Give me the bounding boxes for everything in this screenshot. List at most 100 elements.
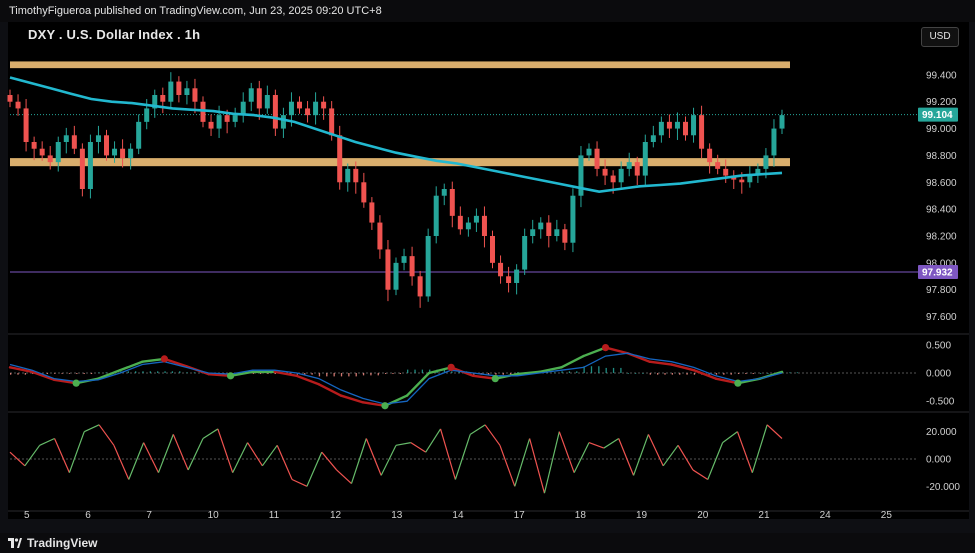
rsi-segment: [632, 434, 649, 476]
macd-histogram-bar: [451, 371, 453, 373]
rsi-segment: [722, 431, 738, 444]
rsi-segment: [410, 442, 427, 453]
macd-cross-dot: [447, 363, 455, 371]
macd-signal-segment: [317, 383, 343, 397]
x-axis-label: 13: [391, 510, 403, 521]
x-axis-label: 25: [881, 510, 893, 521]
chart-panel[interactable]: [8, 22, 911, 519]
macd-histogram-bar: [745, 373, 747, 375]
macd-histogram-bar: [502, 373, 504, 375]
macd-histogram-bar: [649, 373, 651, 375]
macd-cross-dot: [72, 379, 80, 387]
rsi-segment: [9, 451, 26, 467]
candle-body: [248, 88, 254, 102]
macd-histogram-bar: [517, 371, 519, 373]
rsi-segment: [113, 445, 130, 480]
macd-signal-segment: [163, 357, 188, 368]
macd-histogram-bar: [105, 372, 107, 374]
macd-histogram-bar: [311, 373, 313, 375]
rsi-segment: [39, 437, 55, 446]
rsi-segment: [291, 478, 308, 487]
macd-line: [9, 352, 783, 405]
rsi-segment: [499, 445, 516, 487]
rsi-segment: [425, 428, 442, 453]
macd-histogram-bar: [620, 367, 622, 373]
price-tick-label: 99.200: [926, 97, 957, 108]
rsi-segment: [395, 442, 411, 446]
rsi-segment: [83, 424, 100, 433]
macd-signal-segment: [472, 374, 497, 380]
macd-tick-label: -0.500: [926, 397, 955, 408]
rsi-segment: [618, 438, 635, 476]
macd-histogram-bar: [274, 373, 276, 375]
candle-body: [763, 155, 769, 169]
rsi-segment: [24, 444, 41, 467]
macd-histogram-bar: [627, 373, 629, 374]
macd-histogram-bar: [24, 373, 27, 375]
rsi-segment: [543, 431, 560, 494]
candle-body: [39, 148, 45, 156]
macd-histogram-bar: [377, 373, 379, 376]
candle-body: [747, 175, 753, 183]
level-price-tag: 97.932: [922, 267, 953, 278]
rsi-segment: [662, 444, 679, 467]
candle-body: [626, 162, 632, 169]
macd-signal-segment: [648, 360, 673, 366]
candle-body: [739, 179, 745, 183]
candle-body: [240, 101, 246, 116]
candle-body: [650, 135, 656, 142]
candle-body: [152, 95, 158, 109]
macd-histogram-bar: [421, 369, 424, 373]
rsi-segment: [350, 438, 367, 484]
macd-histogram-bar: [554, 372, 556, 374]
x-axis-label: 5: [24, 510, 30, 521]
candle-body: [417, 276, 423, 297]
macd-histogram-bar: [796, 372, 799, 374]
candle-body: [192, 88, 198, 102]
macd-signal-segment: [670, 363, 695, 372]
x-axis-label: 7: [146, 510, 152, 521]
macd-histogram-bar: [576, 371, 578, 373]
candle-body: [31, 142, 37, 149]
macd-signal-segment: [52, 378, 78, 385]
rsi-segment: [306, 451, 323, 487]
candle-body: [683, 121, 688, 136]
candle-body: [562, 229, 568, 243]
macd-signal-segment: [207, 372, 232, 378]
rsi-segment: [365, 438, 382, 476]
macd-histogram-bar: [561, 371, 563, 373]
rsi-segment: [454, 434, 471, 480]
candle-body: [691, 115, 697, 136]
last-price-tag: 99.104: [922, 110, 953, 121]
resistance-zone: [10, 61, 790, 69]
candle-body: [538, 222, 544, 230]
candle-body: [457, 215, 463, 230]
candle-body: [554, 229, 560, 236]
candle-body: [79, 148, 85, 189]
resistance-zone: [10, 158, 790, 167]
macd-signal-segment: [30, 370, 56, 381]
currency-button[interactable]: USD: [921, 27, 959, 47]
candle-body: [385, 249, 391, 290]
macd-histogram-bar: [142, 371, 144, 373]
candle-body: [377, 222, 383, 250]
x-axis-label: 11: [269, 510, 280, 521]
macd-signal-segment: [119, 360, 144, 372]
macd-histogram-bar: [443, 369, 446, 373]
rsi-segment: [261, 444, 278, 467]
price-tick-label: 98.600: [926, 178, 957, 189]
candle-body: [723, 168, 729, 176]
rsi-segment: [707, 442, 724, 480]
macd-cross-dot: [734, 379, 742, 387]
rsi-segment: [68, 431, 85, 473]
footer-bar: [0, 533, 975, 553]
tradingview-logo[interactable]: TradingView: [8, 536, 97, 550]
rsi-segment: [677, 445, 694, 471]
macd-histogram-bar: [693, 373, 696, 375]
candle-body: [168, 81, 174, 102]
macd-histogram-bar: [362, 373, 365, 376]
macd-histogram-bar: [171, 371, 174, 373]
macd-tick-label: 0.500: [926, 340, 951, 351]
rsi-segment: [484, 424, 501, 446]
